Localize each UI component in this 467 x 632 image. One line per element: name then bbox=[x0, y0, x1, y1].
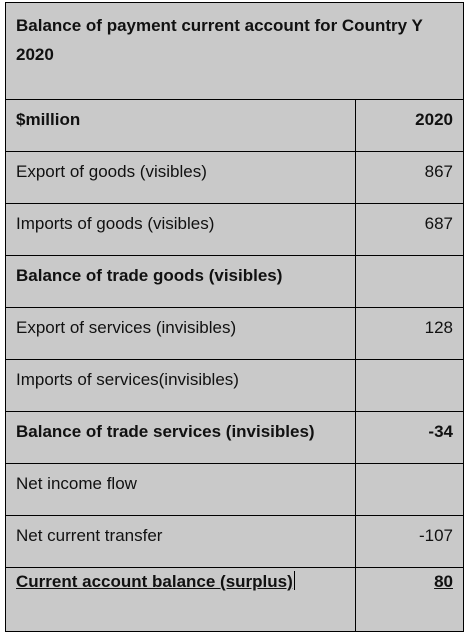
row-value-cell[interactable]: 867 bbox=[355, 151, 464, 204]
header-year-cell[interactable]: 2020 bbox=[355, 99, 464, 152]
row-value-cell[interactable]: 128 bbox=[355, 307, 464, 360]
balance-of-payment-table: Balance of payment current account for C… bbox=[5, 2, 464, 632]
total-label-text: Current account balance (surplus) bbox=[16, 572, 293, 591]
table-row: Export of goods (visibles) 867 bbox=[5, 151, 464, 204]
row-label-cell[interactable]: Imports of goods (visibles) bbox=[5, 203, 356, 256]
table-row: Balance of trade goods (visibles) bbox=[5, 255, 464, 308]
total-row: Current account balance (surplus) 80 bbox=[5, 567, 464, 632]
row-label-cell[interactable]: Export of services (invisibles) bbox=[5, 307, 356, 360]
table-row: Balance of trade services (invisibles) -… bbox=[5, 411, 464, 464]
total-value-text: 80 bbox=[434, 572, 453, 591]
row-label-cell[interactable]: Net income flow bbox=[5, 463, 356, 516]
total-label-cell[interactable]: Current account balance (surplus) bbox=[5, 567, 356, 632]
row-value-cell[interactable]: -107 bbox=[355, 515, 464, 568]
row-label-cell[interactable]: Balance of trade services (invisibles) bbox=[5, 411, 356, 464]
row-value-cell[interactable] bbox=[355, 463, 464, 516]
header-row: $million 2020 bbox=[5, 99, 464, 152]
table-title[interactable]: Balance of payment current account for C… bbox=[5, 2, 464, 100]
row-value-cell[interactable] bbox=[355, 359, 464, 412]
row-label-cell[interactable]: Balance of trade goods (visibles) bbox=[5, 255, 356, 308]
row-label-cell[interactable]: Imports of services(invisibles) bbox=[5, 359, 356, 412]
row-label-cell[interactable]: Export of goods (visibles) bbox=[5, 151, 356, 204]
row-value-cell[interactable]: -34 bbox=[355, 411, 464, 464]
table-row: Imports of services(invisibles) bbox=[5, 359, 464, 412]
table-row: Net income flow bbox=[5, 463, 464, 516]
row-label-cell[interactable]: Net current transfer bbox=[5, 515, 356, 568]
row-value-cell[interactable]: 687 bbox=[355, 203, 464, 256]
text-cursor bbox=[293, 571, 295, 590]
table-row: Export of services (invisibles) 128 bbox=[5, 307, 464, 360]
title-row: Balance of payment current account for C… bbox=[5, 2, 464, 100]
header-label-cell[interactable]: $million bbox=[5, 99, 356, 152]
table-row: Net current transfer -107 bbox=[5, 515, 464, 568]
row-value-cell[interactable] bbox=[355, 255, 464, 308]
table-row: Imports of goods (visibles) 687 bbox=[5, 203, 464, 256]
total-value-cell[interactable]: 80 bbox=[355, 567, 464, 632]
